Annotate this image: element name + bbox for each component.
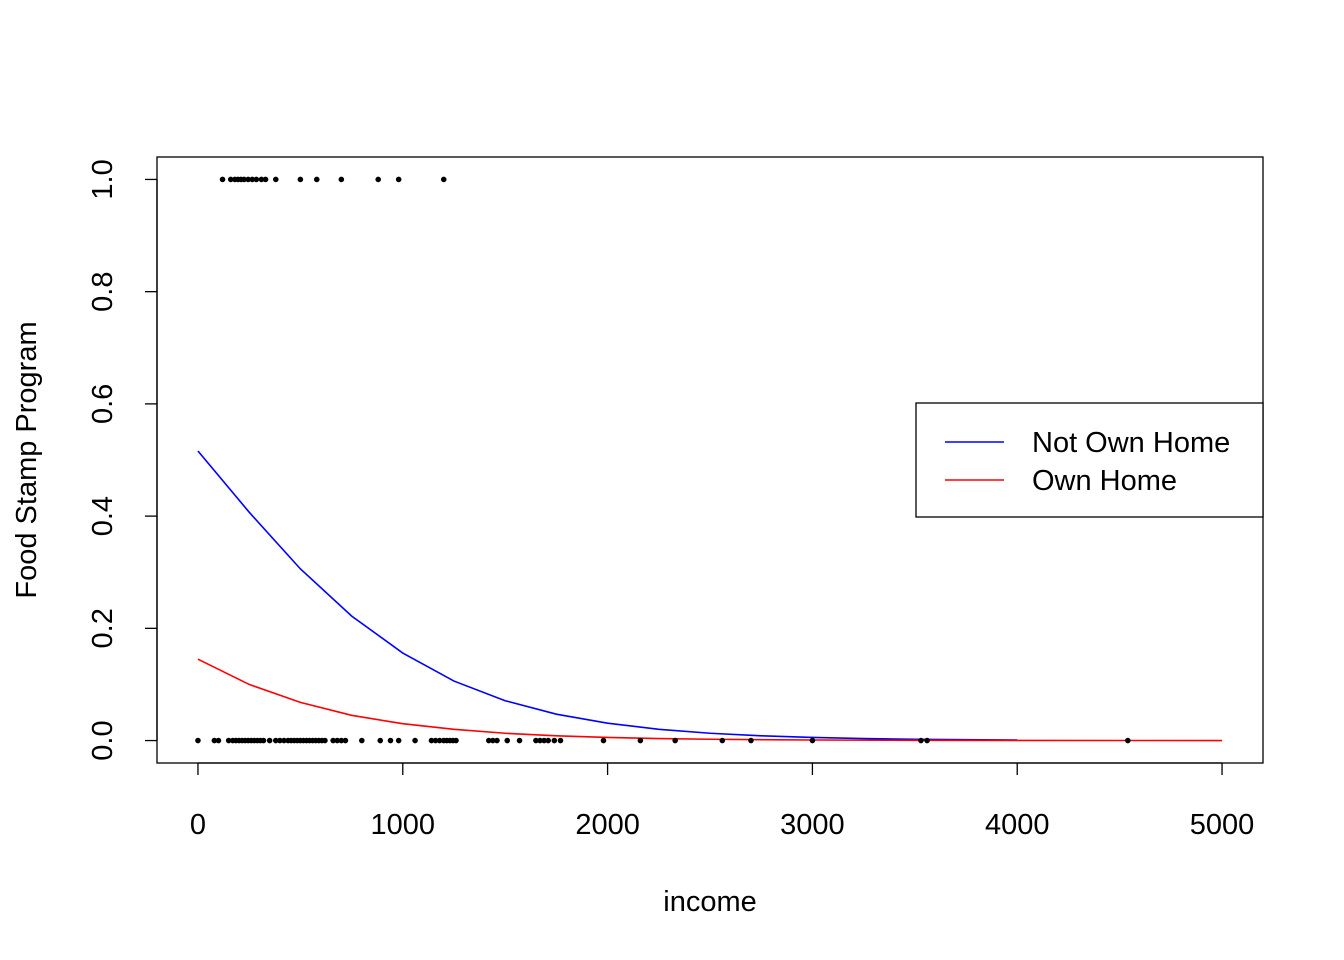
data-point [225,737,232,744]
data-point [504,737,511,744]
data-point [541,737,547,744]
legend-box [915,402,1264,518]
y-tick-label: 0.8 [87,272,119,312]
data-point [377,737,384,744]
data-point [330,737,336,744]
data-point [297,176,304,183]
data-point [215,737,222,744]
x-tick-label: 5000 [1190,809,1255,841]
data-point [262,176,269,183]
y-tick-label: 0.2 [87,608,119,648]
data-points [195,176,1131,744]
data-point [211,737,218,744]
data-point [313,176,320,183]
data-point [490,737,496,744]
data-point [395,737,402,744]
data-point [453,737,459,744]
legend: Not Own Home Own Home [915,402,1264,518]
data-point [432,737,439,744]
data-point [924,737,930,744]
data-point [195,737,201,744]
data-point [266,737,273,744]
data-point [719,737,726,744]
data-point [748,737,754,744]
data-point [258,176,265,183]
x-axis-title: income [663,886,757,918]
data-point [359,737,365,744]
data-point [342,737,349,744]
data-point [486,737,492,744]
data-point [272,737,279,744]
legend-label: Own Home [1032,465,1177,497]
y-tick-label: 0.6 [87,384,119,424]
data-point [533,737,539,744]
y-axis-title: Food Stamp Program [11,321,43,598]
x-tick-label: 4000 [985,809,1050,841]
data-point [338,737,345,744]
series-lines [197,450,1223,742]
data-point [375,176,382,183]
data-point [516,737,523,744]
data-point [918,737,924,744]
data-point [334,737,341,744]
data-point [253,176,260,183]
data-point [672,737,678,744]
data-point [428,737,435,744]
data-point [600,737,607,744]
data-point [249,176,256,183]
x-tick-label: 1000 [371,809,436,841]
series-line-not-own-home [197,450,1018,741]
data-point [322,737,328,744]
legend-label: Not Own Home [1032,427,1230,459]
data-point [338,176,345,183]
data-point [395,176,402,183]
data-point [387,737,394,744]
data-point [436,737,443,744]
data-point [440,176,447,183]
data-point [494,737,500,744]
y-axis: 0.0 0.2 0.4 0.6 0.8 1.0 [87,159,158,761]
data-point [277,737,283,744]
data-point [412,737,418,744]
data-point [219,176,226,183]
data-point [637,737,644,744]
data-point [545,737,551,744]
series-line-own-home [197,658,1223,742]
data-point [241,176,247,183]
data-point [227,176,234,183]
data-point [245,176,251,183]
data-point [557,737,564,744]
data-point [551,737,558,744]
x-axis: 0 1000 2000 3000 4000 5000 [190,762,1255,841]
data-point [272,176,279,183]
x-tick-label: 0 [190,809,206,841]
y-tick-label: 1.0 [87,159,119,199]
data-point [537,737,543,744]
data-point [1125,737,1131,744]
data-point [260,737,267,744]
y-tick-label: 0.0 [87,720,119,760]
x-tick-label: 3000 [780,809,845,841]
y-tick-label: 0.4 [87,496,119,536]
data-point [281,737,287,744]
x-tick-label: 2000 [575,809,640,841]
data-point [809,737,816,744]
